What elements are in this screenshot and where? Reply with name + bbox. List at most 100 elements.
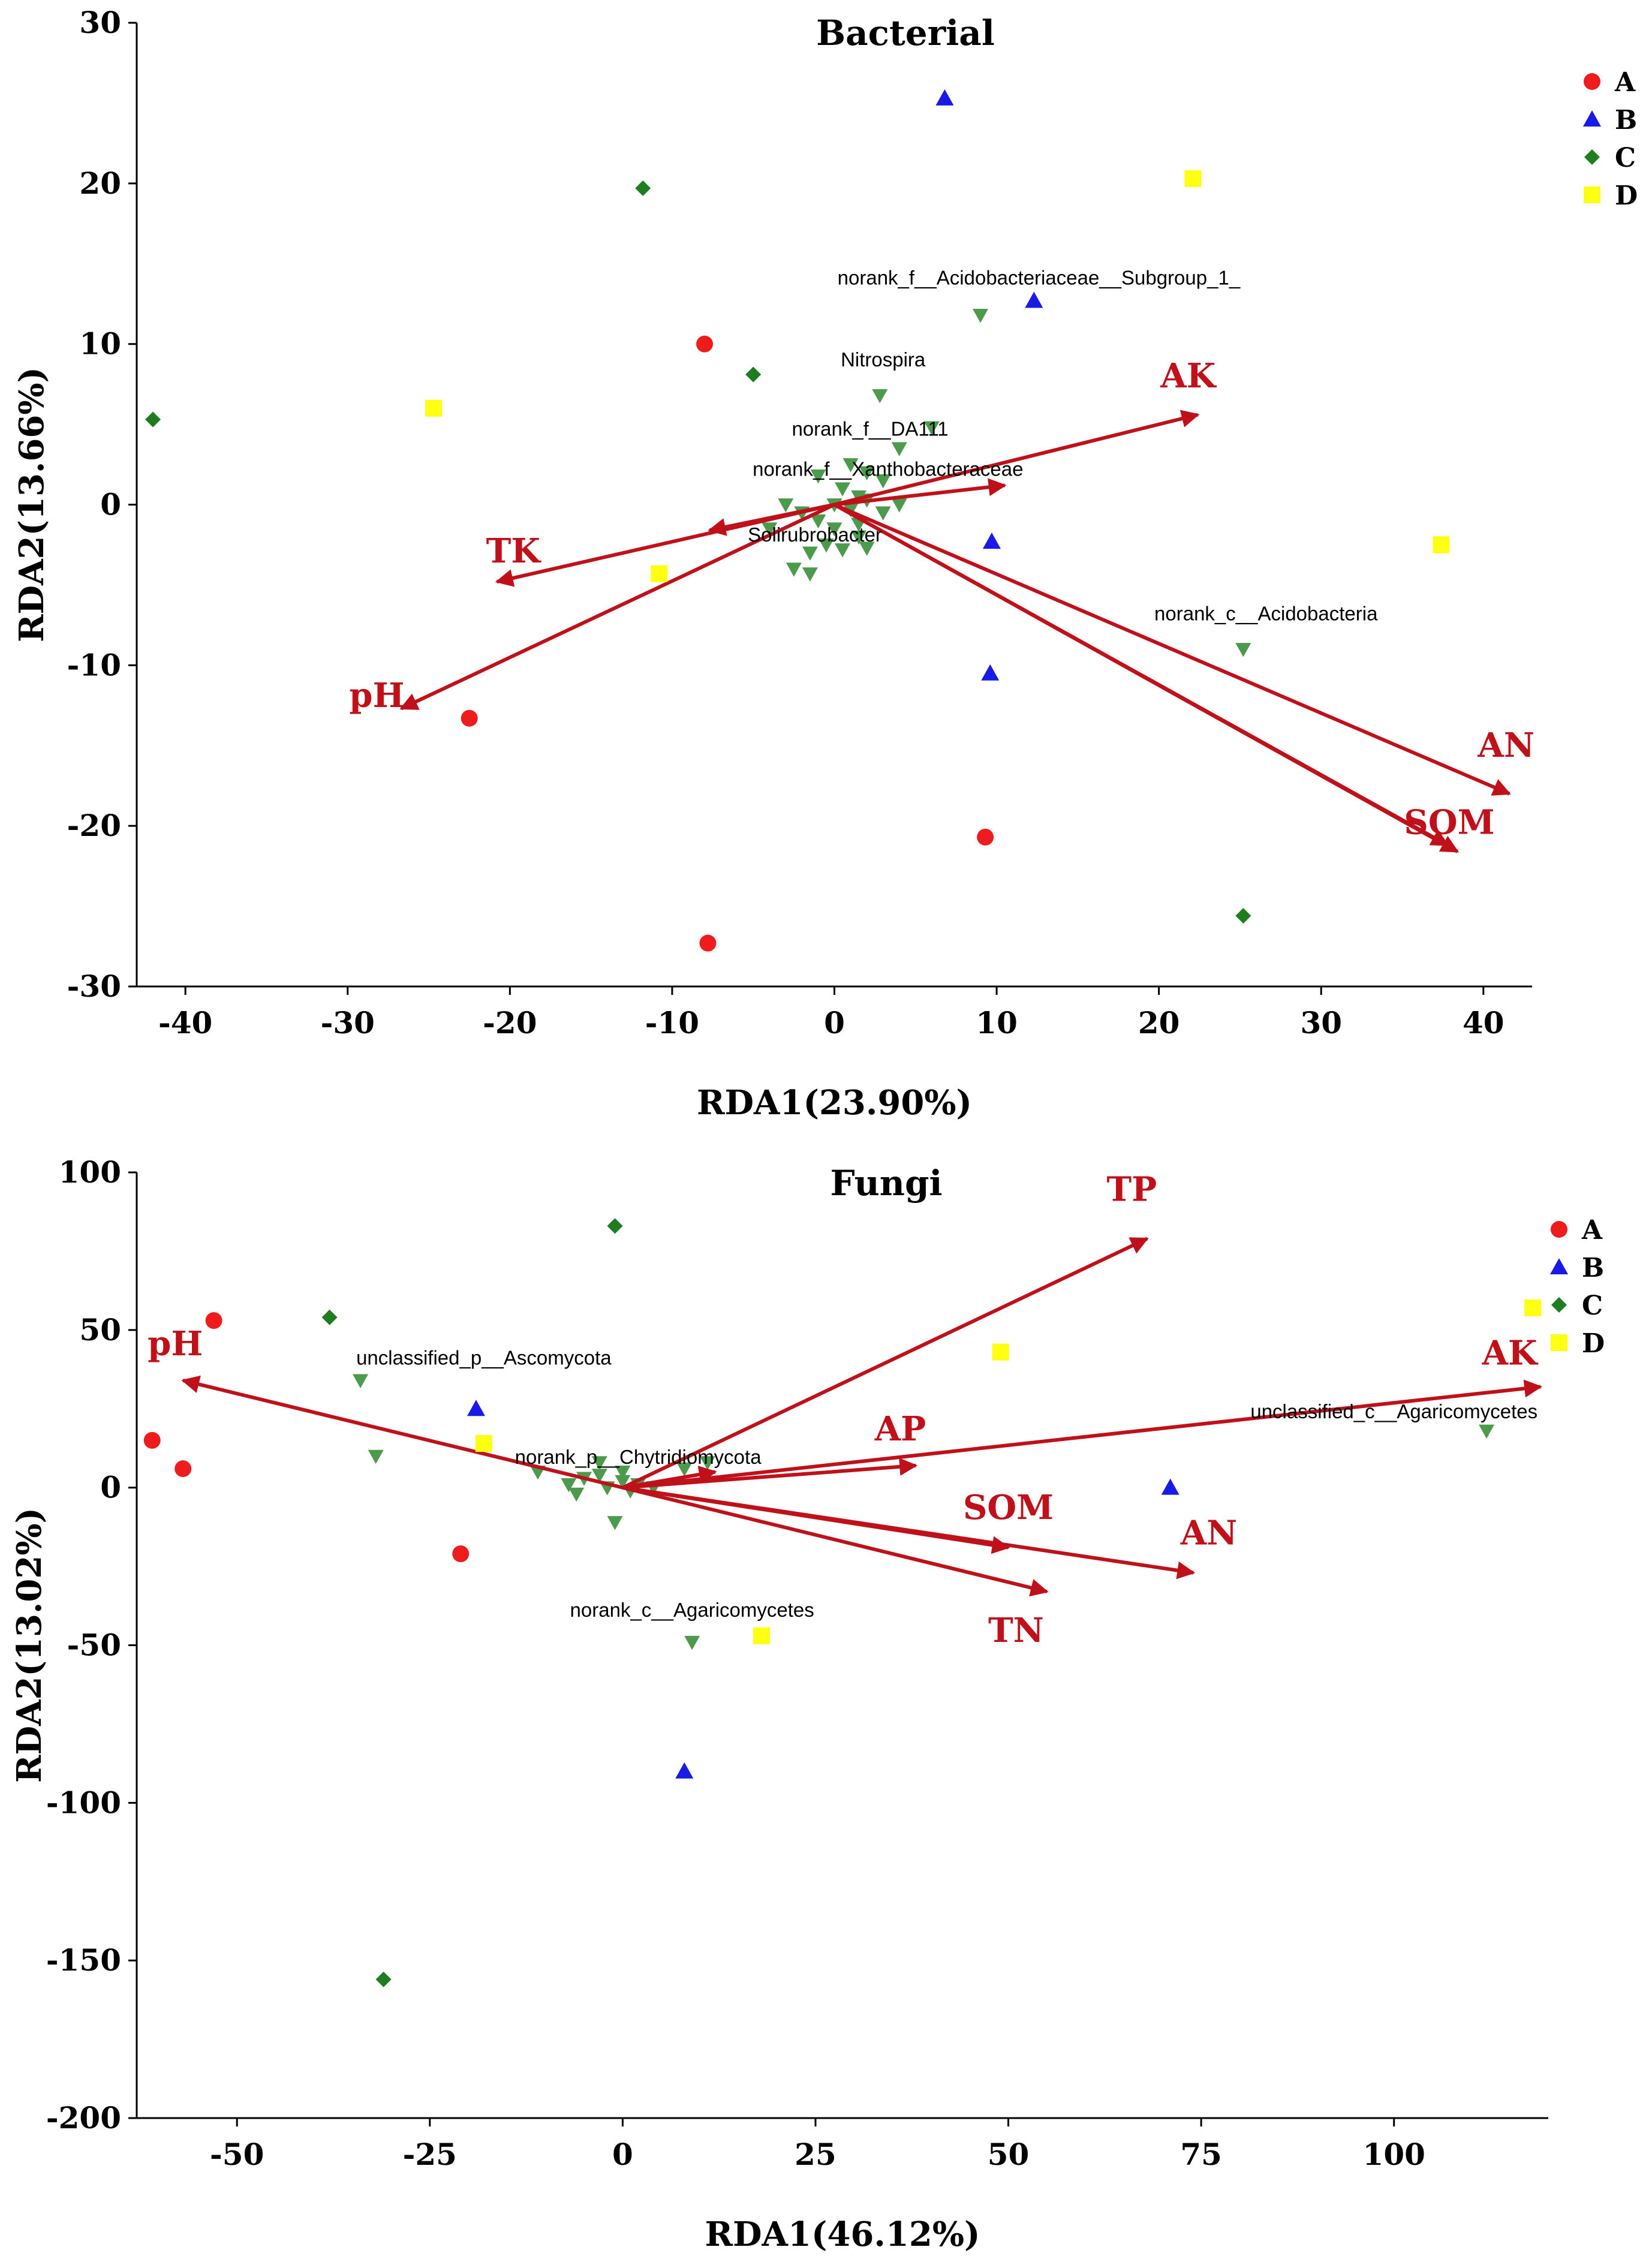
sample-point-b bbox=[982, 533, 1001, 549]
arrow-an bbox=[833, 503, 1511, 796]
species-point bbox=[591, 1469, 607, 1483]
series-a bbox=[461, 335, 994, 952]
panel-bacterial: -30 -20 -10 0 10 20 30 -40 -30 -20 -10 0 10 20 30 40 Bac… bbox=[12, 5, 1638, 1123]
arrow-label-tp: TP bbox=[1106, 1169, 1157, 1209]
y-tick-label: -10 bbox=[67, 647, 121, 682]
arrow-unlabeled bbox=[622, 1466, 717, 1490]
species-point bbox=[973, 309, 989, 323]
y-tick-label: 50 bbox=[79, 1312, 121, 1347]
legend-marker-b bbox=[1550, 1258, 1568, 1274]
sample-point-a bbox=[174, 1460, 192, 1478]
series-b bbox=[935, 89, 1043, 681]
legend-label-c: C bbox=[1615, 143, 1636, 173]
sample-point-b bbox=[981, 664, 1000, 681]
sample-point-a bbox=[696, 335, 714, 353]
sample-point-a bbox=[461, 709, 478, 727]
sample-point-d bbox=[1433, 536, 1450, 554]
species-label: Nitrospira bbox=[841, 348, 926, 371]
species-point bbox=[561, 1478, 577, 1493]
y-tick-label: 0 bbox=[100, 1470, 121, 1505]
species-point bbox=[368, 1449, 384, 1464]
series-c bbox=[321, 1218, 623, 1987]
sample-point-c bbox=[321, 1309, 338, 1325]
sample-point-d bbox=[475, 1435, 492, 1452]
arrow-an bbox=[622, 1485, 1196, 1580]
y-tick-label: 30 bbox=[79, 5, 121, 40]
y-tick-label: -50 bbox=[67, 1628, 121, 1663]
arrow-label-an: AN bbox=[1180, 1513, 1238, 1553]
species-point bbox=[684, 1635, 700, 1650]
arrow-ph bbox=[181, 1375, 624, 1490]
arrow-label-ap: AP bbox=[874, 1409, 926, 1449]
series-a bbox=[143, 1312, 470, 1563]
legend-marker-a bbox=[1551, 1221, 1567, 1238]
legend-label-a: A bbox=[1581, 1215, 1603, 1246]
legend-label-c: C bbox=[1582, 1291, 1603, 1321]
sample-point-c bbox=[1235, 908, 1251, 924]
arrow-tn bbox=[622, 1485, 1049, 1597]
sample-point-c bbox=[635, 180, 651, 196]
species-point bbox=[818, 539, 834, 553]
chart-title: Fungi bbox=[830, 1163, 942, 1204]
arrow-ak bbox=[622, 1379, 1543, 1490]
arrow-ap bbox=[622, 1457, 918, 1490]
x-tick-label: -30 bbox=[321, 1005, 375, 1040]
series-b bbox=[467, 1400, 1179, 1779]
y-tick-label: 100 bbox=[59, 1154, 121, 1190]
env-arrows: AK TK pH AN SOM bbox=[349, 356, 1534, 853]
x-tick-label: 10 bbox=[976, 1005, 1018, 1040]
sample-point-a bbox=[452, 1545, 470, 1563]
legend-marker-b bbox=[1583, 110, 1601, 127]
species-point bbox=[778, 498, 794, 513]
legend-marker-d bbox=[1551, 1334, 1567, 1351]
species-label: norank_f__DA111 bbox=[792, 417, 948, 440]
arrow-label-ph: pH bbox=[349, 676, 404, 715]
x-axis-title: RDA1(23.90%) bbox=[697, 1083, 972, 1123]
x-tick-label: 30 bbox=[1300, 1005, 1342, 1040]
species-label: norank_f__Xanthobacteraceae bbox=[753, 458, 1023, 480]
x-tick-label: 50 bbox=[988, 2137, 1030, 2172]
species-label: unclassified_c__Agaricomycetes bbox=[1250, 1400, 1537, 1422]
species-point bbox=[859, 466, 875, 480]
chart-title: Bacterial bbox=[816, 13, 995, 53]
species-label: Solirubrobacter bbox=[748, 524, 882, 546]
species-point bbox=[891, 498, 907, 513]
panel-fungi: -200 -150 -100 -50 0 50 100 -50 -25 0 25 50 75 100 Fun… bbox=[10, 1154, 1605, 2254]
x-axis-title: RDA1(46.12%) bbox=[705, 2215, 980, 2254]
arrow-tp bbox=[622, 1237, 1149, 1490]
species-point bbox=[786, 563, 802, 577]
arrow-ak bbox=[833, 410, 1200, 507]
species-point bbox=[923, 421, 940, 435]
legend-label-a: A bbox=[1614, 67, 1636, 98]
x-tick-label: 100 bbox=[1363, 2137, 1425, 2172]
sample-point-c bbox=[607, 1218, 623, 1234]
sample-point-c bbox=[375, 1971, 392, 1987]
sample-point-a bbox=[699, 934, 717, 952]
arrow-label-tk: TK bbox=[486, 531, 542, 571]
x-tick-label: 40 bbox=[1463, 1005, 1504, 1040]
arrow-label-ph: pH bbox=[148, 1324, 203, 1364]
y-tick-label: 10 bbox=[79, 326, 121, 362]
arrow-label-an: AN bbox=[1477, 726, 1534, 765]
sample-point-c bbox=[745, 366, 762, 383]
arrow-label-som: SOM bbox=[1404, 803, 1494, 843]
y-tick-label: 20 bbox=[79, 166, 121, 201]
legend-marker-c bbox=[1551, 1297, 1567, 1313]
sample-point-d bbox=[651, 565, 668, 582]
sample-point-c bbox=[145, 411, 161, 428]
species-point bbox=[835, 543, 851, 558]
legend-label-b: B bbox=[1615, 105, 1637, 136]
y-axis-title: RDA2(13.02%) bbox=[10, 1508, 49, 1783]
x-tick-label: -25 bbox=[403, 2137, 457, 2172]
x-tick-label: 75 bbox=[1180, 2137, 1222, 2172]
species-point bbox=[826, 522, 842, 537]
legend-label-b: B bbox=[1582, 1253, 1604, 1283]
species-point bbox=[842, 458, 859, 473]
y-tick-label: -100 bbox=[46, 1785, 121, 1820]
sample-point-d bbox=[753, 1627, 770, 1644]
species-point bbox=[615, 1465, 631, 1480]
sample-point-a bbox=[143, 1431, 161, 1449]
species-point bbox=[568, 1487, 585, 1502]
legend-marker-d bbox=[1584, 187, 1600, 203]
